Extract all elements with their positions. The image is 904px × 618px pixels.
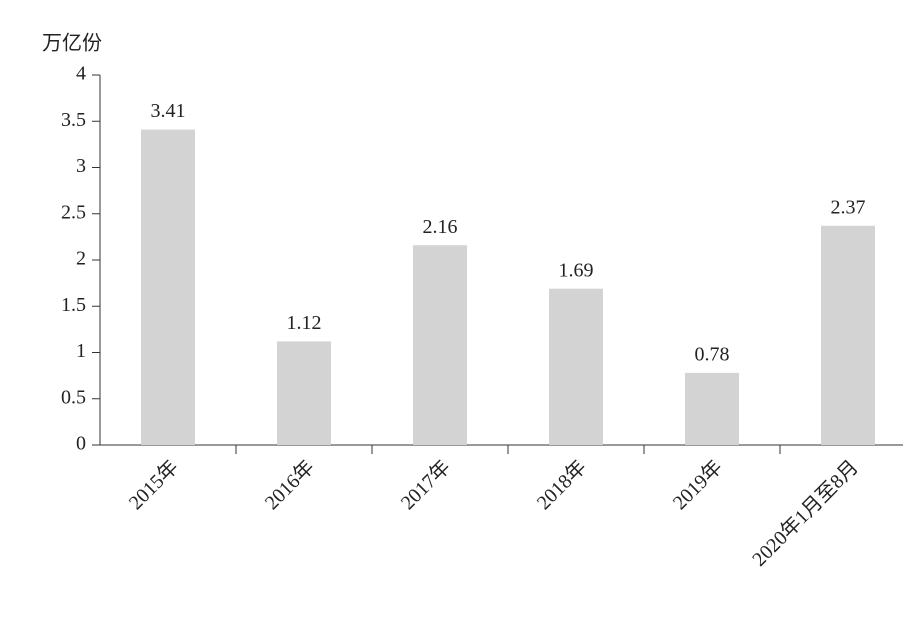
bar (413, 245, 467, 445)
y-axis-label: 万亿份 (42, 32, 102, 55)
y-tick-label: 3 (76, 155, 86, 177)
y-tick-label: 0 (76, 433, 86, 455)
bar (549, 288, 603, 445)
bar (277, 341, 331, 445)
y-tick-label: 1.5 (61, 294, 86, 316)
y-tick-label: 0.5 (61, 386, 86, 408)
y-tick-label: 1 (76, 340, 86, 362)
x-tick-label: 2019年 (668, 456, 727, 515)
x-tick-label: 2015年 (124, 456, 183, 515)
y-tick-label: 4 (76, 63, 86, 85)
value-label: 3.41 (151, 100, 186, 122)
y-tick-label: 3.5 (61, 109, 86, 131)
value-label: 1.69 (559, 259, 594, 281)
bar (685, 372, 739, 445)
x-tick-label: 2018年 (532, 456, 591, 515)
bar (141, 129, 195, 445)
bar (821, 225, 875, 445)
value-label: 2.16 (423, 216, 458, 238)
x-tick-label: 2016年 (260, 456, 319, 515)
x-tick-label: 2020年1月至8月 (748, 456, 863, 571)
value-label: 0.78 (695, 343, 730, 365)
value-label: 2.37 (831, 196, 866, 218)
x-tick-label: 2017年 (396, 456, 455, 515)
value-label: 1.12 (287, 312, 322, 334)
y-tick-label: 2.5 (61, 201, 86, 223)
y-tick-label: 2 (76, 248, 86, 270)
